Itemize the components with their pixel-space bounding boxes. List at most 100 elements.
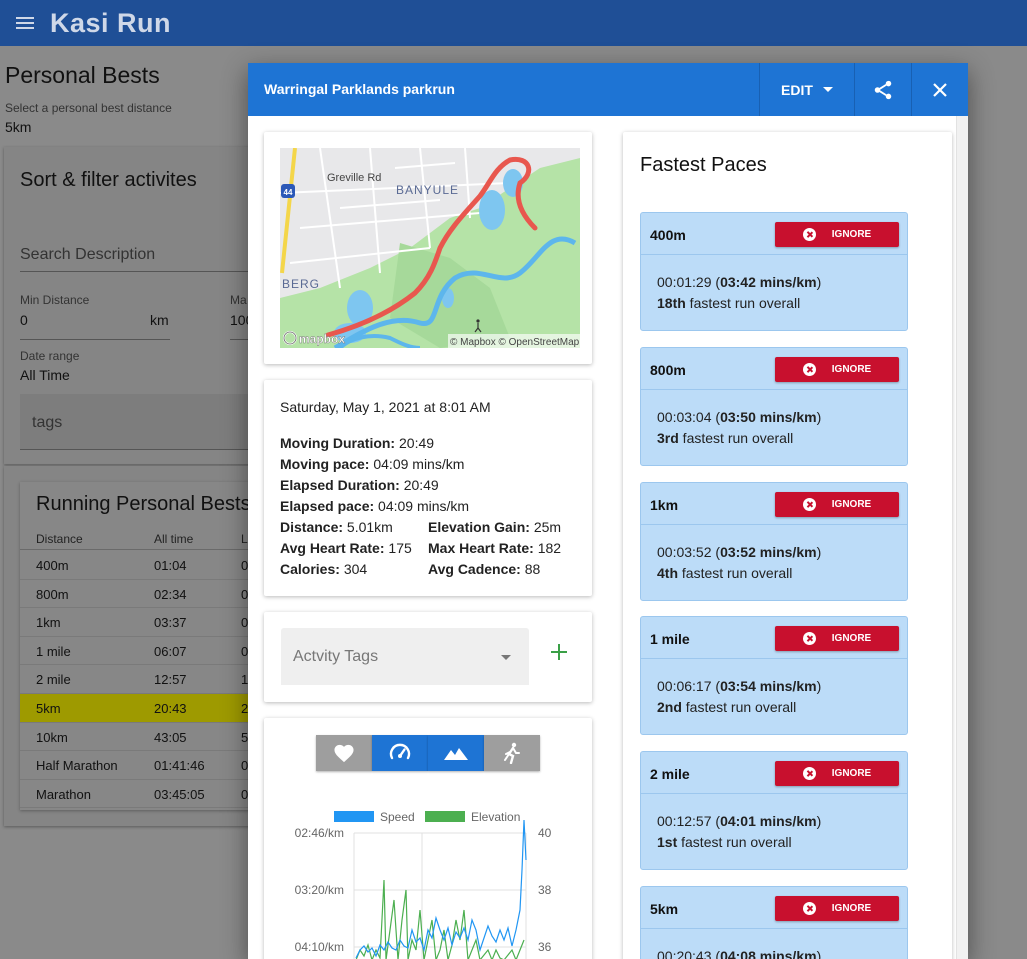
cell-all-time: 03:37 <box>154 615 187 631</box>
route-shield-icon <box>281 184 295 198</box>
cell-distance: 5km <box>36 701 61 716</box>
legend-elevation-label: Elevation <box>471 810 520 824</box>
chevron-down-icon <box>822 87 833 92</box>
ignore-label: IGNORE <box>831 768 872 780</box>
pace-item-header: 1km IGNORE <box>641 483 907 525</box>
map-attribution[interactable]: © Mapbox © OpenStreetMap <box>450 337 580 348</box>
cell-all-time: 01:41:46 <box>154 758 205 774</box>
cell-last: 0 <box>241 558 249 573</box>
cell-all-time: 02:34 <box>154 586 187 602</box>
activity-tags-select[interactable]: Actvity Tags <box>281 628 529 685</box>
dialog-scrollbar[interactable] <box>956 116 968 959</box>
page-title: Personal Bests <box>5 62 160 88</box>
header-distance[interactable]: Distance <box>36 532 83 546</box>
running-icon <box>504 742 520 764</box>
pace-time: 00:20:43 (04:08 mins/km) <box>657 948 822 959</box>
cell-last: 0 <box>241 758 249 774</box>
search-underline <box>20 271 264 272</box>
table-row[interactable]: Half Marathon 01:41:46 0 <box>20 751 264 780</box>
elapsed-duration: Elapsed Duration: 20:49 <box>280 477 439 493</box>
table-row[interactable]: 5km 20:43 2 <box>20 694 264 723</box>
cell-all-time: 12:57 <box>154 672 187 688</box>
chevron-down-icon <box>501 655 511 660</box>
header-all-time[interactable]: All time <box>154 532 194 546</box>
pace-distance: 1 mile <box>650 631 690 648</box>
pace-item: 2 mile IGNORE 00:12:57 (04:01 mins/km) 1st … <box>640 751 908 871</box>
pace-rank: 1st fastest run overall <box>657 834 792 851</box>
distance-select-label: Select a personal best distance <box>5 101 172 115</box>
edit-button[interactable]: EDIT <box>759 63 854 116</box>
cancel-circle-icon <box>802 362 816 376</box>
elevation-gain: Elevation Gain: 25m <box>428 519 562 535</box>
min-distance-unit: km <box>150 312 169 328</box>
max-distance-input[interactable]: 100 <box>230 312 254 328</box>
ignore-label: IGNORE <box>831 633 872 645</box>
date-range-select[interactable]: All Time <box>20 367 70 383</box>
y-right-tick-1: 40 <box>538 826 552 840</box>
min-distance-underline <box>20 339 170 340</box>
table-header: Distance All time L <box>20 526 264 550</box>
mapbox-wordmark: mapbox <box>299 332 345 346</box>
ignore-button[interactable]: IGNORE <box>775 356 899 382</box>
speed-mode-button[interactable] <box>372 735 428 771</box>
menu-icon[interactable] <box>0 0 50 46</box>
pace-distance: 2 mile <box>650 766 690 783</box>
cell-last: 0 <box>241 586 249 602</box>
distance-select[interactable]: 5km <box>5 119 32 135</box>
table-row[interactable]: 10km 43:05 5 <box>20 723 264 752</box>
distance: Distance: 5.01km <box>280 519 393 535</box>
ignore-label: IGNORE <box>831 229 872 240</box>
ignore-button[interactable]: IGNORE <box>775 491 899 517</box>
tags-input[interactable]: tags <box>20 394 264 450</box>
moving-pace: Moving pace: 04:09 mins/km <box>280 456 465 472</box>
personal-bests-table: Running Personal Bests Distance All time… <box>20 482 264 810</box>
cell-distance: Half Marathon <box>36 758 118 774</box>
cell-distance: Marathon <box>36 786 91 802</box>
table-row[interactable]: 400m 01:04 0 <box>20 551 264 580</box>
cell-distance: 10km <box>36 729 68 745</box>
table-row[interactable]: 2 mile 12:57 1 <box>20 665 264 694</box>
ignore-button[interactable]: IGNORE <box>775 896 899 921</box>
pace-item: 400m IGNORE 00:01:29 (03:42 mins/km) 18th f… <box>640 212 908 331</box>
cell-last: 0 <box>241 786 249 802</box>
cancel-circle-icon <box>802 497 816 511</box>
ignore-button[interactable]: IGNORE <box>775 761 899 787</box>
speed-elevation-chart: Speed Elevation 02:46/km 03:20/km 04:10/… <box>295 810 552 959</box>
legend-speed-label: Speed <box>380 810 415 824</box>
pace-rank: 18th fastest run overall <box>657 295 801 311</box>
ignore-button[interactable]: IGNORE <box>775 222 899 247</box>
activity-tags-placeholder: Actvity Tags <box>293 648 379 665</box>
cell-all-time: 01:04 <box>154 558 187 573</box>
cell-last: 5 <box>241 729 249 745</box>
table-row[interactable]: 1km 03:37 0 <box>20 608 264 637</box>
pace-item: 1km IGNORE 00:03:52 (03:52 mins/km) 4th fas… <box>640 481 908 601</box>
table-row[interactable]: Marathon 03:45:05 0 <box>20 780 264 809</box>
pace-item: 5km IGNORE 00:20:43 (04:08 mins/km) <box>640 886 908 959</box>
app-title: Kasi Run <box>50 7 172 38</box>
header-last[interactable]: L <box>241 532 248 546</box>
cell-all-time: 43:05 <box>154 729 187 745</box>
add-tag-icon[interactable] <box>550 643 568 661</box>
cell-all-time: 06:07 <box>154 643 187 659</box>
walker-icon <box>474 319 482 333</box>
y-left-tick-3: 04:10/km <box>295 940 344 954</box>
pace-item: 1 mile IGNORE 00:06:17 (03:54 mins/km) 2nd … <box>640 616 908 736</box>
heart-rate-mode-button[interactable] <box>316 735 372 771</box>
cadence-mode-button[interactable] <box>484 735 540 771</box>
pace-item-header: 400m IGNORE <box>641 213 907 255</box>
activity-details-card: Saturday, May 1, 2021 at 8:01 AM Moving … <box>264 380 592 596</box>
cancel-circle-icon <box>802 767 816 781</box>
table-row[interactable]: 1 mile 06:07 0 <box>20 637 264 666</box>
chart-grid <box>353 832 527 959</box>
close-button[interactable] <box>911 63 968 116</box>
max-distance-underline <box>230 339 264 340</box>
table-row[interactable]: 800m 02:34 0 <box>20 580 264 609</box>
ignore-button[interactable]: IGNORE <box>775 626 899 652</box>
min-distance-input[interactable]: 0 <box>20 312 28 328</box>
filter-title: Sort & filter activites <box>20 169 197 191</box>
search-input[interactable]: Search Description <box>20 246 156 263</box>
route-map[interactable]: 44 Greville Rd BANYULE BERG <box>280 148 580 348</box>
share-button[interactable] <box>854 63 911 116</box>
elevation-mode-button[interactable] <box>428 735 484 771</box>
cell-distance: 800m <box>36 586 69 602</box>
